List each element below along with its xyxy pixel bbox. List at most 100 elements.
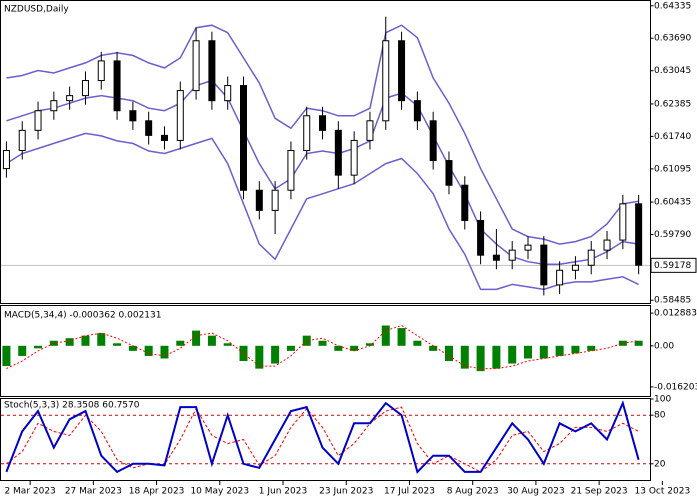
candle-body (587, 249, 595, 266)
candle-body (619, 203, 627, 241)
macd-bar (413, 340, 422, 346)
macd-bar (508, 345, 517, 364)
candle-body (50, 100, 58, 112)
macd-bar (128, 345, 137, 351)
macd-bar (223, 343, 232, 346)
candle-body (603, 239, 611, 251)
y-tick-label: 0.64335 (654, 1, 691, 11)
y-tick-label: 0.00 (654, 341, 674, 351)
y-tick-label: 0.61095 (654, 164, 691, 174)
candle-body (492, 254, 500, 261)
macd-bar (207, 335, 216, 346)
x-tick-label: 8 Aug 2023 (447, 487, 499, 497)
macd-bar (286, 345, 295, 351)
macd-bar (318, 340, 327, 346)
candle-body (287, 149, 295, 191)
macd-bar (271, 345, 280, 364)
chart-title: NZDUSD,Daily (4, 5, 69, 15)
bollinger-lower (5, 132, 639, 291)
x-tick-label: 30 Aug 2023 (507, 487, 565, 497)
y-tick-label: 0.63045 (654, 66, 691, 76)
candle-body (129, 110, 137, 122)
candle-body (271, 189, 279, 211)
stoch-panel (0, 398, 651, 481)
macd-bar (429, 345, 438, 351)
candle-body (334, 129, 342, 176)
y-tick-label: 0.63690 (654, 34, 691, 44)
candle-body (445, 160, 453, 186)
last-price-label: 0.59178 (654, 261, 691, 271)
macd-bar (365, 343, 374, 346)
y-tick-label: -0.016203 (654, 382, 697, 392)
y-tick-label: 0.62385 (654, 99, 691, 109)
y-tick-label: 0.012883 (654, 309, 697, 319)
last-price-box (650, 257, 697, 273)
candle-body (18, 129, 26, 151)
macd-bar (460, 345, 469, 369)
y-tick-label: 20 (654, 459, 666, 469)
candle-body (429, 120, 437, 162)
macd-bar (2, 345, 11, 367)
macd-signal (6, 324, 639, 370)
candle-body (382, 40, 390, 122)
macd-bar (144, 345, 153, 356)
macd-bar (18, 345, 27, 356)
macd-bar (255, 345, 264, 369)
candle-body (255, 189, 263, 211)
y-tick-label: 0.59790 (654, 230, 691, 240)
candle-body (240, 85, 248, 191)
x-tick-label: 13 Oct 2023 (635, 487, 691, 497)
macd-bar (97, 333, 106, 346)
y-tick-label: 80 (654, 411, 666, 421)
x-tick-label: 1 Jun 2023 (259, 487, 307, 497)
candle-body (97, 60, 105, 82)
x-tick-label: 18 Apr 2023 (129, 487, 185, 497)
x-tick-label: 27 Mar 2023 (65, 487, 122, 497)
candle-body (540, 244, 548, 286)
candle-body (176, 90, 184, 141)
macd-bar (113, 343, 122, 346)
macd-bar (350, 345, 359, 351)
macd-bar (176, 340, 185, 346)
macd-bar (334, 345, 343, 351)
macd-bar (634, 340, 643, 346)
x-tick-label: 2 Mar 2023 (4, 487, 55, 497)
macd-bar (192, 330, 201, 346)
stoch-title: Stoch(5,3,3) 28.3508 60.7570 (4, 401, 140, 411)
candle-body (303, 115, 311, 151)
macd-title: MACD(5,34,4) -0.000362 0.002131 (4, 311, 161, 321)
candle-body (413, 100, 421, 122)
x-tick-label: 10 May 2023 (190, 487, 249, 497)
candle-body (635, 203, 643, 266)
macd-bar (397, 328, 406, 346)
y-tick-label: 0.58485 (654, 296, 691, 306)
candle-body (461, 184, 469, 221)
candle-body (556, 269, 564, 286)
x-tick-label: 17 Jul 2023 (384, 487, 435, 497)
candle-body (2, 149, 10, 170)
y-tick-label: 0.60435 (654, 198, 691, 208)
macd-bar (587, 345, 596, 351)
price-panel (0, 0, 651, 304)
candle-body (192, 40, 200, 92)
candle-body (508, 249, 516, 261)
candle-body (224, 85, 232, 102)
candle-body (81, 80, 89, 97)
macd-bar (476, 345, 485, 372)
macd-bar (492, 345, 501, 369)
candle-body (319, 115, 327, 131)
candle-body (571, 264, 579, 271)
x-tick-label: 21 Sep 2023 (571, 487, 628, 497)
candle-body (160, 134, 168, 141)
candle-body (208, 40, 216, 102)
macd-bar (381, 325, 390, 346)
macd-bar (555, 345, 564, 356)
y-tick-label: 0.61740 (654, 132, 691, 142)
macd-bar (571, 345, 580, 354)
macd-bar (444, 345, 453, 362)
macd-panel (0, 305, 651, 397)
macd-bar (539, 345, 548, 359)
candle-body (145, 120, 153, 136)
macd-bar (302, 335, 311, 346)
